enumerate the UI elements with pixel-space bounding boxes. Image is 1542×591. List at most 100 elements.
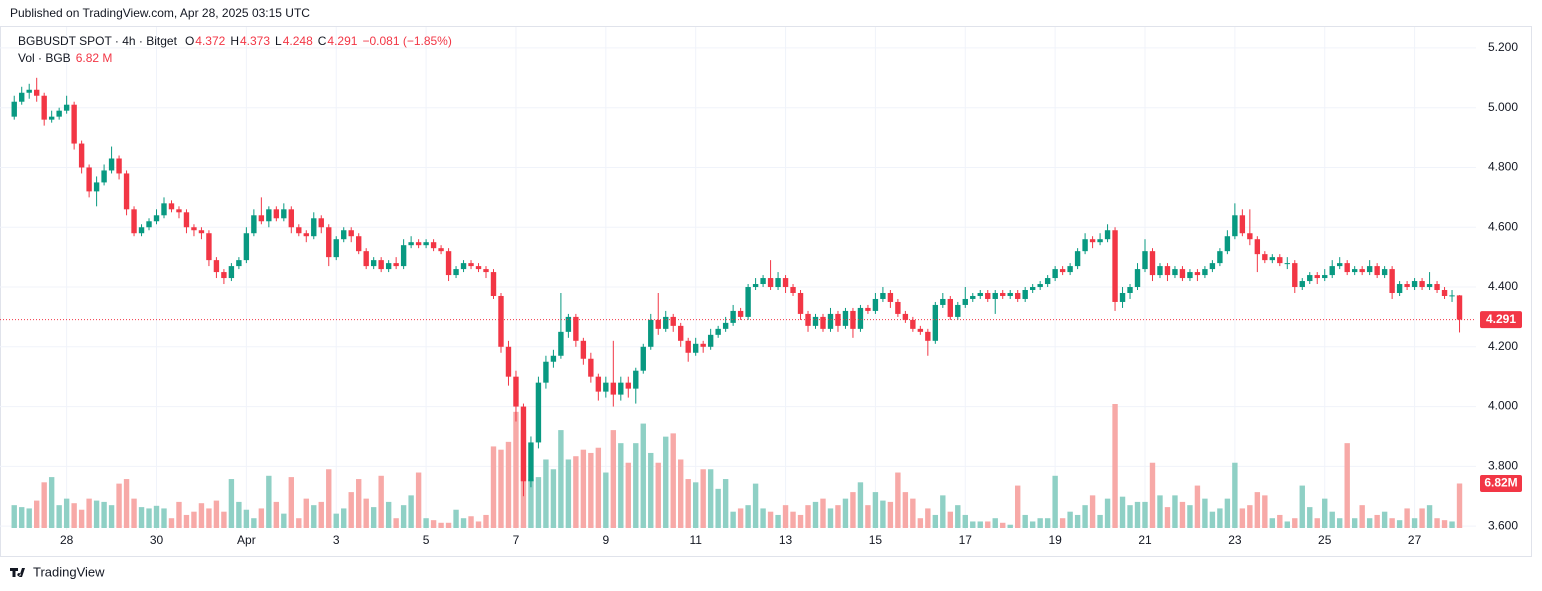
volume-bar: [1164, 507, 1171, 528]
volume-bar: [610, 430, 617, 528]
volume-bar: [850, 492, 856, 528]
candle-body: [1254, 239, 1261, 255]
volume-bar: [213, 500, 220, 528]
candle-body: [56, 110, 62, 117]
ohlc-label: C: [318, 34, 327, 48]
candle-body: [955, 304, 961, 317]
volume-bar: [1277, 514, 1283, 528]
volume-bar: [1359, 505, 1365, 528]
volume-bar: [895, 472, 901, 528]
volume-bar: [176, 501, 182, 528]
candle-body: [468, 263, 474, 267]
candle-body: [895, 301, 901, 314]
candle-body: [438, 248, 444, 252]
candle-body: [206, 233, 212, 261]
volume-bar: [1217, 508, 1223, 528]
candle-body: [498, 295, 504, 347]
volume-bar: [1269, 518, 1276, 528]
candle-body: [333, 239, 339, 258]
volume-bar: [63, 498, 70, 528]
volume-value: 6.82 M: [76, 51, 113, 65]
candle-body: [595, 376, 602, 392]
volume-bar: [745, 505, 751, 528]
volume-bar: [648, 452, 654, 528]
volume-bar: [1127, 505, 1133, 528]
volume-bar: [1179, 501, 1186, 528]
candle-body: [11, 101, 17, 117]
candle-body: [505, 346, 512, 377]
volume-bar: [550, 469, 557, 528]
ohlc-label: L: [275, 34, 282, 48]
x-tick-label: 25: [1318, 533, 1332, 547]
volume-bar: [1052, 475, 1058, 528]
volume-bar: [370, 507, 377, 528]
volume-bar: [1292, 518, 1298, 528]
volume-bar: [385, 501, 392, 528]
volume-bar: [797, 514, 804, 528]
candle-body: [962, 298, 968, 305]
x-tick-label: 17: [959, 533, 973, 547]
volume-bar: [1082, 505, 1088, 528]
volume-bar: [281, 513, 287, 528]
candle-body: [872, 298, 879, 311]
candle-body: [670, 316, 676, 326]
volume-bar: [985, 521, 991, 528]
volume-bar: [475, 521, 482, 528]
volume-bar: [1149, 462, 1156, 528]
candle-body: [648, 319, 654, 347]
candle-body: [685, 340, 691, 353]
candle-body: [445, 251, 452, 276]
candle-body: [940, 298, 946, 305]
candle-body: [1307, 275, 1313, 282]
candle-body: [168, 203, 175, 210]
candle-body: [1351, 269, 1358, 273]
volume-bar: [925, 508, 931, 528]
candle-body: [266, 209, 272, 222]
volume-bar: [318, 501, 324, 528]
candle-body: [1381, 269, 1388, 276]
candle-body: [1134, 269, 1141, 288]
volume-bar: [1284, 521, 1290, 528]
volume-bar: [1314, 518, 1320, 528]
candle-body: [1097, 239, 1103, 243]
volume-bar: [1067, 511, 1073, 528]
volume-bar: [940, 495, 946, 528]
volume-bar: [535, 477, 542, 528]
candle-body: [1059, 269, 1066, 273]
candle-body: [1396, 284, 1403, 293]
volume-bar: [1374, 514, 1380, 528]
volume-bar: [221, 511, 227, 528]
candle-body: [947, 298, 953, 317]
candle-body: [625, 382, 631, 389]
volume-bar: [198, 503, 205, 528]
candle-body: [326, 227, 332, 258]
volume-bar: [311, 505, 317, 528]
volume-bar: [1419, 508, 1425, 528]
volume-bar: [1119, 496, 1126, 528]
candle-body: [1449, 295, 1455, 297]
volume-bar: [1307, 507, 1313, 528]
candle-body: [902, 313, 909, 320]
x-tick-label: 5: [423, 533, 430, 547]
volume-bar: [1015, 485, 1021, 528]
candle-body: [910, 319, 916, 329]
volume-bar: [1224, 498, 1231, 528]
candle-body: [1284, 263, 1290, 265]
volume-bar: [1449, 521, 1455, 528]
volume-bar: [438, 522, 444, 528]
candle-body: [400, 245, 407, 267]
volume-bar: [258, 508, 265, 528]
volume-bar: [460, 518, 467, 528]
candle-body: [1441, 290, 1448, 296]
volume-bar: [56, 505, 62, 528]
volume-bar: [670, 433, 676, 528]
candle-body: [535, 382, 542, 443]
volume-bar: [408, 495, 414, 528]
volume-bar: [543, 459, 549, 528]
volume-bar: [685, 479, 691, 528]
candle-body: [490, 272, 497, 296]
candle-body: [917, 328, 924, 332]
candle-body: [565, 316, 572, 332]
candle-body: [543, 361, 549, 383]
volume-bar: [356, 479, 362, 528]
